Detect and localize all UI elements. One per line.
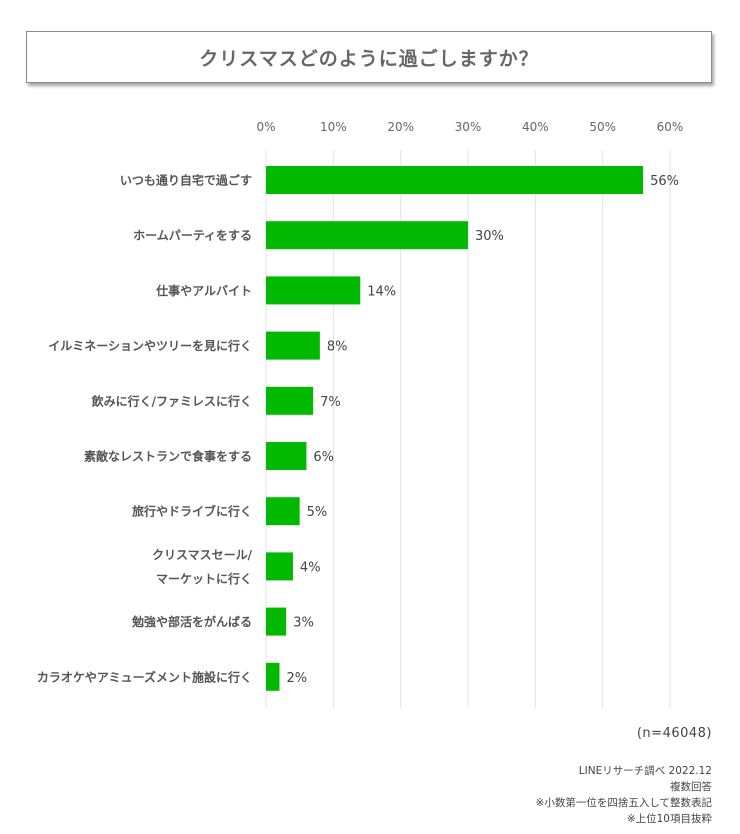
category-label: 仕事やアルバイト (155, 283, 252, 298)
value-label: 7% (320, 395, 341, 410)
bar (266, 166, 644, 194)
bar (266, 221, 468, 250)
value-label: 56% (650, 174, 679, 189)
top10-note: ※上位10項目抜粋 (626, 813, 712, 825)
category-label: マーケットに行く (156, 571, 252, 586)
value-label: 2% (286, 671, 307, 686)
title-box: クリスマスどのように過ごしますか？ (26, 31, 712, 83)
category-label: ホームパーティをする (133, 229, 252, 243)
rounding-note: ※小数第一位を四捨五入して整数表記 (535, 797, 712, 809)
x-tick-label: 30% (455, 120, 482, 134)
chart-title: クリスマスどのように過ごしますか？ (199, 47, 539, 70)
bar (266, 497, 300, 526)
bar (266, 331, 320, 360)
category-label: カラオケやアミューズメント施設に行く (37, 669, 252, 684)
value-label: 6% (313, 450, 334, 465)
bar-chart: 0% 10% 20% 30% 40% 50% 60% いつも通り自宅で過ごす 56% ホームパーテ… (37, 120, 684, 708)
value-label: 3% (293, 616, 314, 631)
source-note: LINEリサーチ調べ 2022.12 (578, 765, 712, 777)
bar (266, 662, 280, 691)
category-label: いつも通り自宅で過ごす (120, 173, 252, 188)
value-label: 4% (300, 560, 321, 575)
x-tick-label: 10% (320, 120, 347, 134)
x-tick-label: 0% (256, 120, 275, 134)
x-tick-label: 50% (589, 120, 616, 134)
bar (266, 607, 287, 636)
value-label: 30% (475, 229, 504, 244)
bar (266, 442, 307, 470)
x-tick-label: 40% (522, 120, 549, 134)
x-tick-label: 60% (657, 120, 684, 134)
category-label: 素敵なレストランで食事をする (84, 449, 252, 464)
value-label: 14% (367, 284, 396, 299)
value-label: 5% (307, 505, 328, 520)
sample-size-label: (n=46048) (636, 726, 712, 741)
category-label: クリスマスセール/ (152, 548, 253, 562)
x-tick-label: 20% (387, 120, 414, 134)
bar (266, 386, 314, 415)
answer-type-note: 複数回答 (670, 781, 712, 793)
bar (266, 276, 361, 305)
category-label: 勉強や部活をがんばる (131, 614, 252, 629)
category-label: イルミネーションやツリーを見に行く (48, 338, 252, 353)
bar (266, 552, 293, 581)
category-label: 飲みに行く/ファミレスに行く (91, 393, 252, 408)
value-label: 8% (327, 340, 348, 355)
category-label: 旅行やドライブに行く (132, 504, 252, 519)
